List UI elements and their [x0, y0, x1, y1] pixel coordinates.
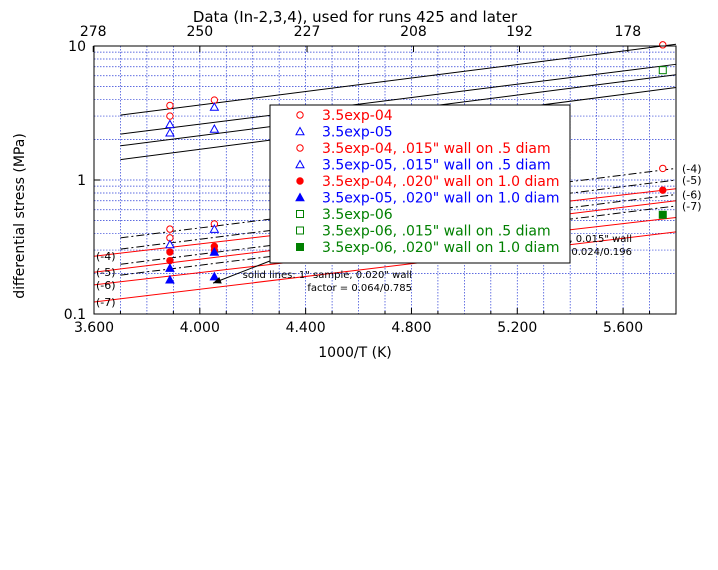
data-point-series-6: [658, 66, 667, 75]
legend-label: 3.5exp-06, .020" wall on 1.0 diam: [322, 240, 560, 256]
x-tick-label: 5.200: [497, 320, 537, 336]
dashed-line-label: (-4): [682, 162, 702, 175]
legend-marker: [296, 144, 304, 152]
ref-line-solid_red: [93, 231, 677, 303]
legend-marker: [296, 226, 304, 235]
y-tick-label: 0.1: [64, 307, 86, 323]
data-point-series-5: [209, 247, 220, 256]
data-point-series-3: [165, 127, 175, 137]
ref-line-upper_solid: [120, 63, 677, 135]
x-tick-label: 4.400: [286, 320, 326, 336]
legend-box: [269, 104, 571, 264]
annotation-text: factor = 0.024/0.196: [527, 247, 632, 258]
legend-label: 3.5exp-04, .020" wall on 1.0 diam: [322, 174, 560, 190]
y-tick-label: 10: [68, 39, 86, 55]
data-point-series-2: [166, 112, 174, 120]
chart-title: Data (In-2,3,4), used for runs 425 and l…: [193, 8, 518, 26]
dashed-line-label: (-6): [682, 188, 702, 201]
top-tick-label: 278: [80, 24, 107, 40]
x-tick-label: 3.600: [74, 320, 114, 336]
x-axis-ticks: 3.600 4.000 4.400 4.800 5.200 5.600: [74, 308, 651, 336]
data-point-series-2: [166, 225, 174, 233]
solid-line-label: (-5): [96, 266, 116, 279]
legend-label: 3.5exp-06, .015" wall on .5 diam: [322, 224, 551, 240]
y-axis-ticks: 0.1 1 10: [64, 39, 100, 323]
data-point-series-4: [166, 248, 174, 256]
data-points: [165, 41, 667, 284]
y-tick-label: 1: [77, 173, 86, 189]
data-point-series-4: [166, 256, 174, 265]
annotation-arrowhead: [213, 276, 222, 284]
legend-marker: [296, 111, 304, 119]
legend-marker: [295, 192, 305, 202]
data-point-series-1: [165, 119, 175, 129]
dashed-line-label: (-7): [682, 200, 702, 213]
data-point-series-5: [165, 274, 175, 284]
line-labels: (-4)(-5)(-6)(-7)(-4)(-5)(-6)(-7): [96, 162, 702, 309]
x-tick-label: 4.000: [180, 320, 220, 336]
y-axis-label: differential stress (MPa): [12, 133, 28, 299]
data-point-series-2: [659, 164, 667, 173]
top-axis-ticks: 278 250 227 208 192 178: [80, 24, 641, 52]
data-point-series-8: [658, 210, 667, 219]
annotation-text: solid lines: 1" sample, 0.020" wall: [243, 270, 412, 281]
top-tick-label: 192: [506, 24, 533, 40]
legend-label: 3.5exp-04, .015" wall on .5 diam: [322, 141, 551, 157]
data-point-series-3: [209, 224, 220, 233]
legend-label: 3.5exp-05, .020" wall on 1.0 diam: [322, 191, 560, 207]
legend-label: 3.5exp-05, .015" wall on .5 diam: [322, 158, 551, 174]
x-tick-label: 4.800: [391, 320, 431, 336]
legend-marker: [296, 177, 304, 185]
ref-line-upper_solid: [120, 43, 677, 116]
top-tick-label: 227: [294, 24, 321, 40]
legend-marker: [296, 243, 304, 251]
x-axis-label: 1000/T (K): [318, 345, 391, 361]
solid-line-label: (-4): [96, 250, 116, 263]
legend-marker: [295, 126, 305, 136]
dashed-line-label: (-5): [682, 174, 702, 187]
legend-label: 3.5exp-06: [322, 207, 393, 223]
legend-label: 3.5exp-05: [322, 125, 393, 141]
data-point-series-4: [659, 186, 667, 194]
legend-marker: [296, 210, 304, 218]
solid-line-label: (-7): [96, 296, 116, 309]
data-point-series-5: [209, 271, 220, 281]
solid-line-label: (-6): [96, 279, 116, 292]
data-point-series-5: [165, 263, 175, 272]
data-point-series-3: [165, 239, 175, 249]
data-point-series-0: [659, 41, 667, 49]
top-tick-label: 208: [400, 24, 427, 40]
top-tick-label: 250: [186, 24, 213, 40]
annotation-text: factor = 0.064/0.785: [307, 283, 412, 294]
top-tick-label: 178: [614, 24, 641, 40]
data-point-series-1: [209, 102, 220, 111]
legend: 3.5exp-043.5exp-053.5exp-04, .015" wall …: [269, 104, 571, 264]
legend-marker: [295, 159, 305, 169]
legend-label: 3.5exp-04: [322, 108, 393, 124]
data-point-series-0: [166, 101, 174, 110]
x-tick-label: 5.600: [603, 320, 643, 336]
data-point-series-3: [209, 124, 220, 133]
